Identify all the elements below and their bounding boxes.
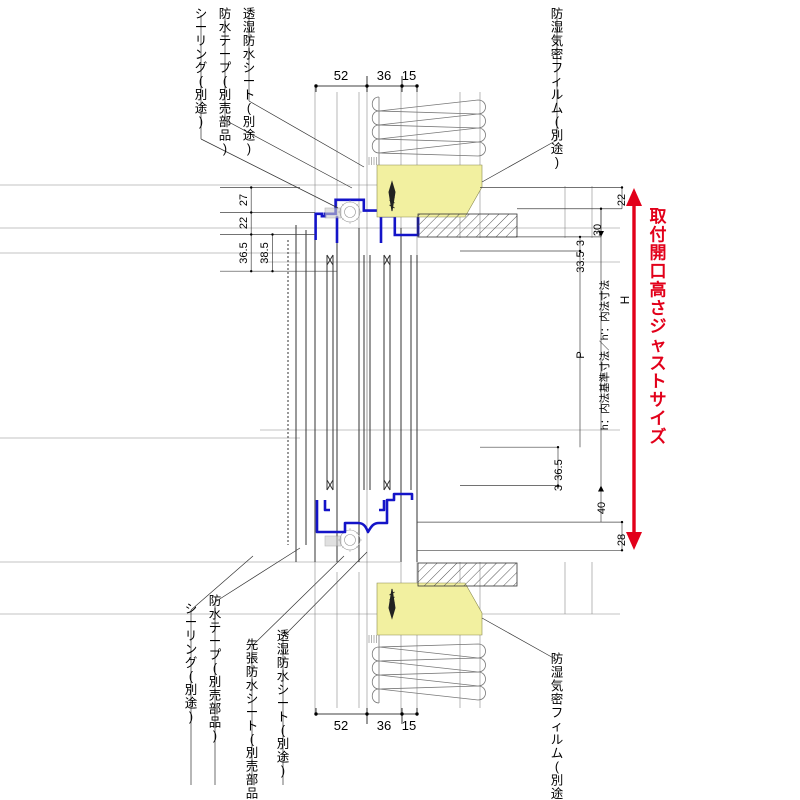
svg-text:3: 3 <box>575 240 587 246</box>
svg-text:シーリング(別途): シーリング(別途) <box>185 602 198 724</box>
svg-text:透湿防水シート(別途): 透湿防水シート(別途) <box>243 7 256 156</box>
svg-text:38.5: 38.5 <box>259 242 271 263</box>
svg-text:3: 3 <box>553 485 565 491</box>
svg-text:防湿気密フィルム(別途): 防湿気密フィルム(別途) <box>551 651 564 800</box>
svg-text:27: 27 <box>238 194 250 206</box>
svg-text:22: 22 <box>238 217 250 229</box>
svg-text:36: 36 <box>377 68 391 83</box>
svg-text:H: H <box>618 296 632 305</box>
svg-text:防湿気密フィルム(別途): 防湿気密フィルム(別途) <box>551 6 564 170</box>
svg-text:15: 15 <box>402 718 416 733</box>
svg-text:取付開口高さジャストサイズ: 取付開口高さジャストサイズ <box>650 207 667 446</box>
svg-text:36.5: 36.5 <box>553 459 565 480</box>
svg-text:P: P <box>575 351 587 358</box>
svg-text:36: 36 <box>377 718 391 733</box>
svg-text:22: 22 <box>616 194 628 206</box>
svg-text:15: 15 <box>402 68 416 83</box>
svg-text:シーリング(別途): シーリング(別途) <box>195 7 208 129</box>
svg-text:28: 28 <box>616 534 628 546</box>
svg-text:30: 30 <box>592 224 604 236</box>
svg-text:52: 52 <box>334 718 348 733</box>
svg-text:40: 40 <box>596 502 608 514</box>
svg-text:33.5: 33.5 <box>575 251 587 272</box>
svg-text:透湿防水シート(別途): 透湿防水シート(別途) <box>277 629 290 778</box>
svg-text:h：内法基準寸法／h'：内法寸法: h：内法基準寸法／h'：内法寸法 <box>598 280 611 430</box>
svg-text:先張防水シート(別売部品): 先張防水シート(別売部品) <box>246 638 259 800</box>
svg-text:52: 52 <box>334 68 348 83</box>
svg-text:36.5: 36.5 <box>238 242 250 263</box>
